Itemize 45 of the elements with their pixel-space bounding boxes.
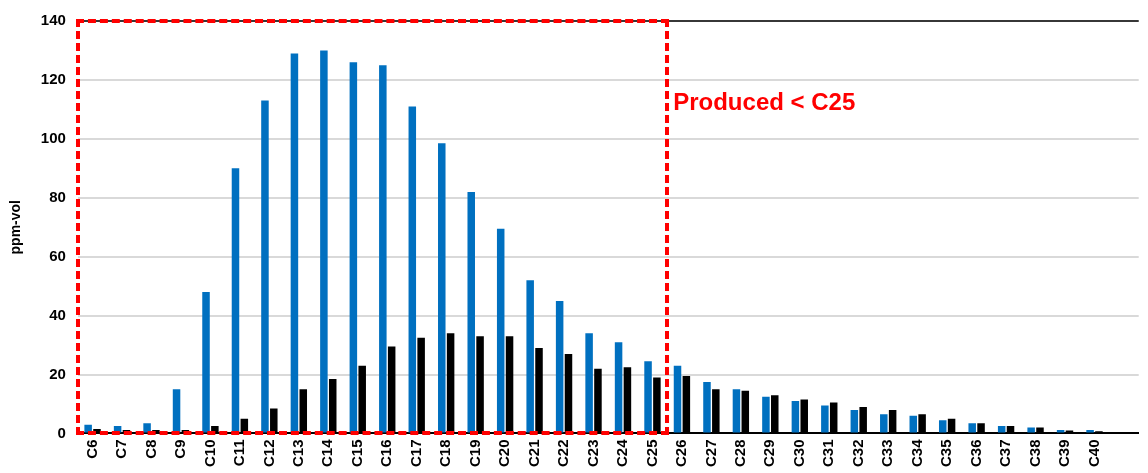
x-tick-label: C25 <box>642 439 660 468</box>
y-tick-label: 40 <box>49 305 66 323</box>
x-tick-label: C34 <box>907 438 925 468</box>
x-tick-label: C14 <box>318 438 336 468</box>
y-tick-label: 60 <box>49 246 66 264</box>
y-tick-label: 0 <box>57 423 66 441</box>
y-tick-label: 120 <box>40 70 66 88</box>
x-tick-label: C26 <box>672 439 690 468</box>
x-tick-label: C13 <box>288 439 306 468</box>
x-tick-label: C22 <box>554 439 572 468</box>
x-tick-label: C38 <box>1025 439 1043 468</box>
x-tick-label: C32 <box>848 439 866 468</box>
x-tick-label: C31 <box>819 439 837 468</box>
x-tick-label: C11 <box>230 439 248 467</box>
x-tick-label: C6 <box>82 439 100 459</box>
x-tick-label: C19 <box>465 439 483 468</box>
x-tick-label: C24 <box>613 438 631 468</box>
x-tick-label: C40 <box>1084 439 1102 468</box>
x-tick-label: C36 <box>966 439 984 468</box>
y-tick-label: 140 <box>40 11 66 29</box>
x-tick-label: C35 <box>937 439 955 468</box>
annotation: Produced < C25 <box>673 87 856 115</box>
x-tick-label: C27 <box>701 439 719 468</box>
y-tick-label: 100 <box>40 128 66 146</box>
x-tick-label: C9 <box>171 439 189 459</box>
x-tick-label: C7 <box>112 439 130 459</box>
x-tick-label: C39 <box>1055 439 1073 468</box>
x-tick-label: C17 <box>406 439 424 468</box>
x-tick-label: C8 <box>141 439 159 459</box>
x-tick-label: C23 <box>583 439 601 468</box>
x-tick-label: C37 <box>996 439 1014 468</box>
x-tick-label: C28 <box>731 439 749 468</box>
x-tick-label: C12 <box>259 439 277 468</box>
x-tick-label: C16 <box>377 439 395 468</box>
x-tick-label: C15 <box>347 439 365 468</box>
y-axis-title: ppm-vol <box>7 200 24 255</box>
x-tick-label: C30 <box>789 439 807 468</box>
x-tick-label: C20 <box>495 439 513 468</box>
x-tick-label: C29 <box>760 439 778 468</box>
y-tick-label: 80 <box>49 187 66 205</box>
x-tick-label: C21 <box>524 439 542 468</box>
x-tick-label: C10 <box>200 439 218 468</box>
x-tick-label: C18 <box>436 439 454 468</box>
x-tick-label: C33 <box>878 439 896 468</box>
y-tick-label: 20 <box>49 364 66 382</box>
